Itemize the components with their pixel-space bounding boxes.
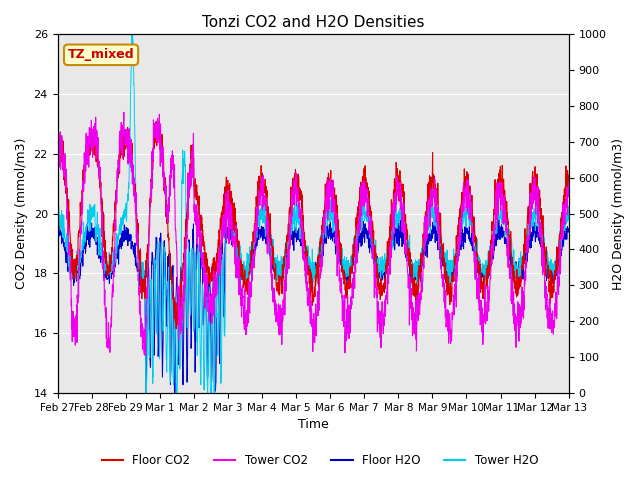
Text: TZ_mixed: TZ_mixed: [68, 48, 134, 61]
Y-axis label: CO2 Density (mmol/m3): CO2 Density (mmol/m3): [15, 138, 28, 289]
Legend: Floor CO2, Tower CO2, Floor H2O, Tower H2O: Floor CO2, Tower CO2, Floor H2O, Tower H…: [97, 449, 543, 472]
Y-axis label: H2O Density (mmol/m3): H2O Density (mmol/m3): [612, 138, 625, 289]
Title: Tonzi CO2 and H2O Densities: Tonzi CO2 and H2O Densities: [202, 15, 424, 30]
X-axis label: Time: Time: [298, 419, 328, 432]
